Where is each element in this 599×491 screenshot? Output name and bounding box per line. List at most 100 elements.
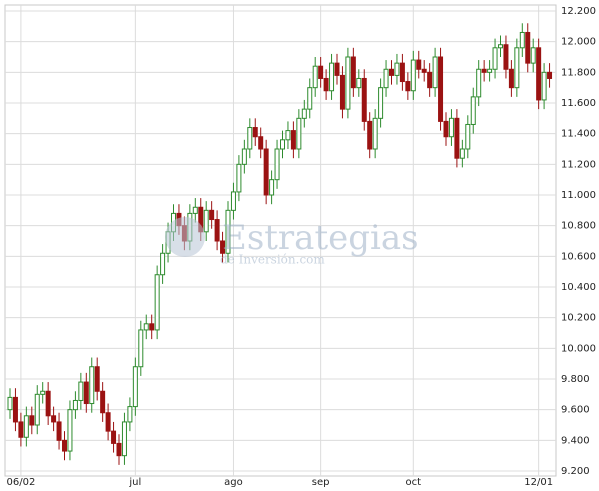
candle-body bbox=[312, 65, 318, 89]
candle-body bbox=[100, 390, 106, 414]
candle-body bbox=[514, 47, 520, 89]
candle-body bbox=[209, 209, 215, 221]
candle-body bbox=[536, 47, 542, 101]
candle-body bbox=[45, 390, 51, 417]
candle-body bbox=[23, 415, 29, 438]
candle-body bbox=[51, 415, 57, 423]
candle-body bbox=[541, 71, 547, 101]
candle-body bbox=[476, 68, 482, 98]
candle-body bbox=[94, 366, 100, 392]
y-tick-label: 10.400 bbox=[561, 282, 596, 293]
candle-body bbox=[421, 68, 427, 73]
candle-body bbox=[220, 240, 226, 254]
candle-body bbox=[290, 130, 296, 150]
candle-body bbox=[481, 68, 487, 73]
candle-body bbox=[410, 59, 416, 92]
candle-body bbox=[503, 44, 509, 70]
candle-body bbox=[89, 366, 95, 405]
candle-body bbox=[301, 108, 307, 119]
candle-body bbox=[383, 68, 389, 89]
candle-body bbox=[459, 148, 465, 159]
candle-body bbox=[203, 209, 209, 233]
candle-body bbox=[296, 117, 302, 150]
candle-body bbox=[143, 323, 149, 331]
x-tick-label: jul bbox=[128, 477, 141, 488]
x-tick-label: 12/01 bbox=[524, 477, 553, 488]
y-tick-label: 11.000 bbox=[561, 190, 596, 201]
y-tick-label: 9.800 bbox=[561, 374, 590, 385]
candle-body bbox=[34, 393, 40, 426]
candle-body bbox=[138, 329, 144, 368]
y-tick-label: 10.000 bbox=[561, 343, 596, 354]
candle-body bbox=[378, 87, 384, 119]
candle-body bbox=[29, 415, 35, 426]
candle-body bbox=[318, 65, 324, 79]
y-tick-label: 12.000 bbox=[561, 37, 596, 48]
candle-body bbox=[121, 421, 127, 457]
candle-body bbox=[280, 139, 285, 150]
candle-body bbox=[394, 62, 400, 76]
candle-body bbox=[405, 81, 411, 92]
candle-body bbox=[399, 62, 405, 83]
candle-body bbox=[285, 130, 291, 141]
candle-body bbox=[427, 71, 433, 89]
y-tick-label: 10.200 bbox=[561, 313, 596, 324]
candle-body bbox=[127, 406, 133, 423]
candle-body bbox=[519, 31, 525, 49]
candle-body bbox=[508, 68, 514, 89]
watermark-logo bbox=[165, 217, 205, 257]
x-tick-label: ago bbox=[224, 477, 243, 488]
y-tick-label: 11.600 bbox=[561, 98, 596, 109]
candle-body bbox=[432, 56, 438, 89]
candle-body bbox=[547, 71, 553, 79]
candle-body bbox=[274, 148, 280, 181]
watermark-title: Estrategias bbox=[222, 218, 419, 258]
y-tick-label: 10.800 bbox=[561, 221, 596, 232]
candle-body bbox=[438, 56, 444, 122]
candle-body bbox=[62, 439, 67, 452]
candle-body bbox=[470, 96, 476, 125]
candle-body bbox=[492, 47, 498, 70]
candle-body bbox=[83, 381, 89, 405]
candle-body bbox=[160, 252, 166, 276]
y-tick-label: 9.200 bbox=[561, 466, 590, 477]
candle-body bbox=[154, 274, 160, 331]
candle-body bbox=[247, 127, 253, 150]
candle-body bbox=[72, 399, 78, 411]
candle-body bbox=[225, 209, 231, 254]
candle-body bbox=[345, 56, 351, 110]
x-tick-label: 06/02 bbox=[6, 477, 35, 488]
candle-body bbox=[263, 148, 269, 196]
y-tick-label: 11.200 bbox=[561, 159, 596, 170]
y-tick-label: 12.200 bbox=[561, 6, 596, 17]
candle-body bbox=[498, 44, 503, 49]
candle-body bbox=[149, 323, 155, 331]
candle-body bbox=[416, 59, 422, 70]
candle-body bbox=[356, 77, 362, 89]
candle-body bbox=[361, 77, 367, 122]
candle-body bbox=[530, 47, 536, 64]
y-tick-label: 10.600 bbox=[561, 251, 596, 262]
candle-body bbox=[252, 127, 258, 138]
y-tick-label: 11.400 bbox=[561, 129, 596, 140]
candle-body bbox=[350, 56, 356, 89]
watermark: Estrategias de Inversión.com bbox=[165, 217, 419, 267]
candle-body bbox=[18, 421, 24, 438]
candle-body bbox=[12, 396, 18, 423]
candle-body bbox=[367, 120, 373, 150]
candle-body bbox=[111, 430, 117, 444]
y-tick-label: 11.800 bbox=[561, 67, 596, 78]
watermark-subtitle: de Inversión.com bbox=[220, 253, 325, 267]
candle-body bbox=[56, 421, 62, 441]
candle-body bbox=[192, 206, 198, 214]
candle-body bbox=[525, 31, 531, 64]
candle-body bbox=[40, 390, 46, 395]
candle-body bbox=[214, 219, 220, 242]
x-tick-label: oct bbox=[406, 477, 422, 488]
candle-body bbox=[230, 191, 236, 211]
candle-body bbox=[258, 136, 264, 150]
candle-body bbox=[269, 179, 275, 196]
x-tick-label: sep bbox=[312, 477, 330, 488]
candle-body bbox=[448, 117, 454, 138]
